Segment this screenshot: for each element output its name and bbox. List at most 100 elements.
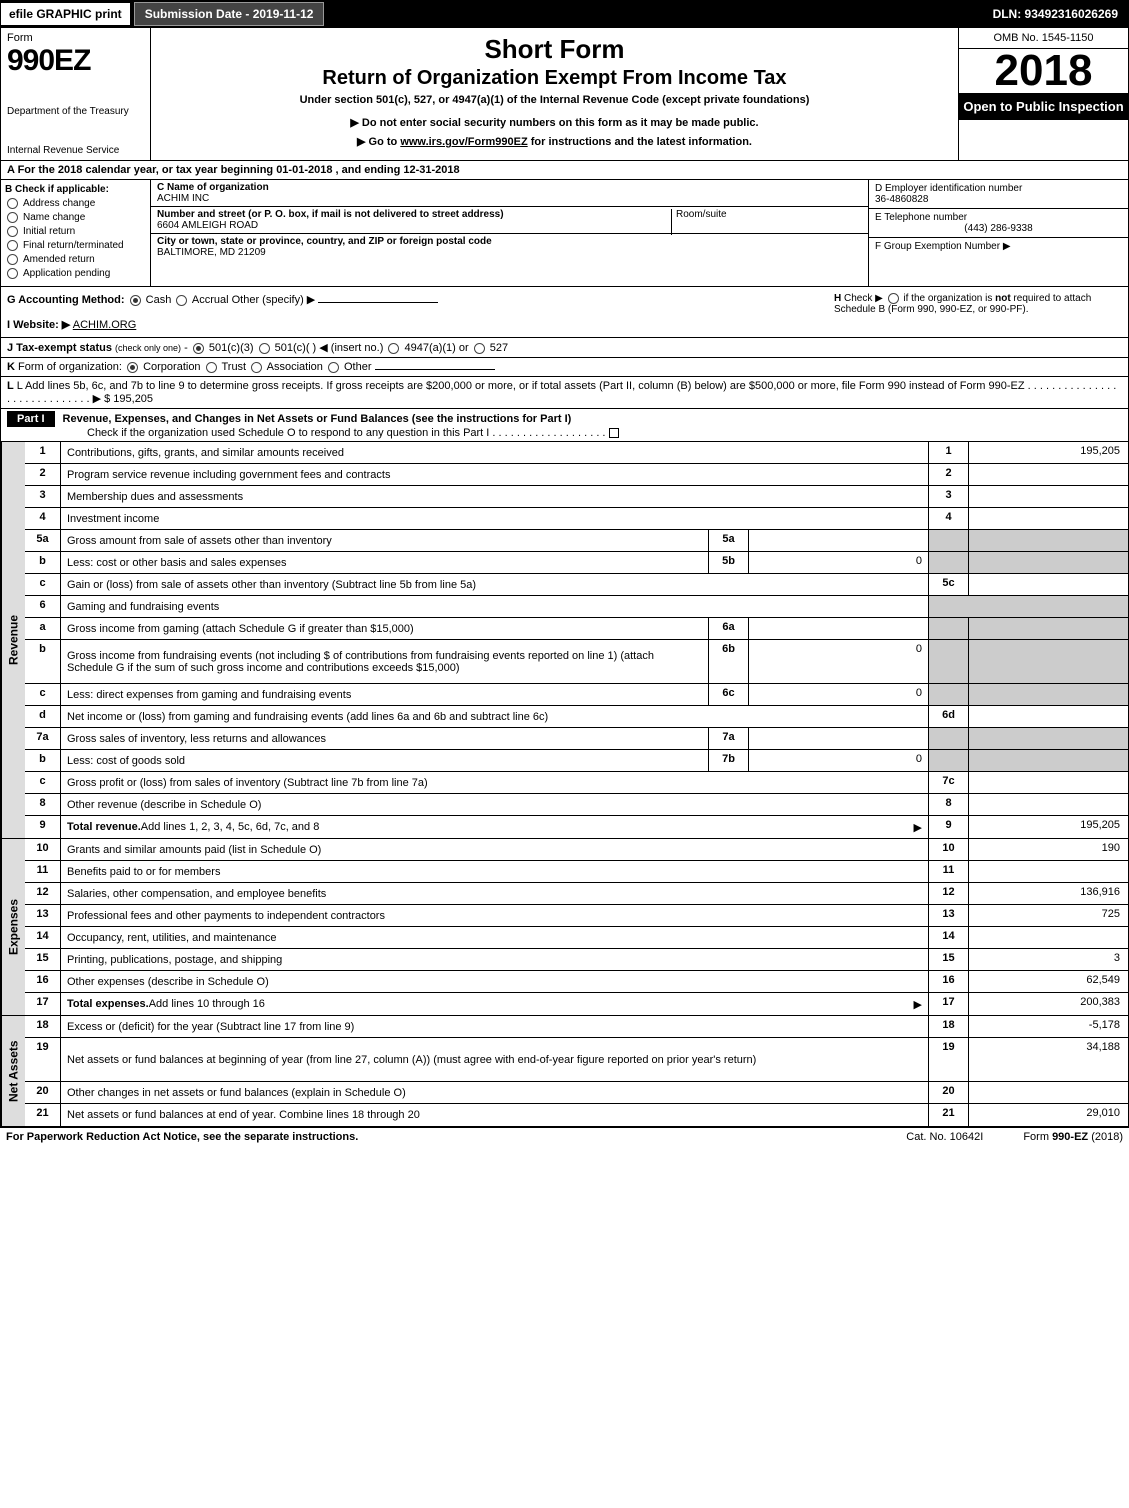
title-under-section: Under section 501(c), 527, or 4947(a)(1)… — [161, 94, 948, 106]
chk-application-pending[interactable]: Application pending — [5, 268, 146, 279]
radio-corp[interactable] — [127, 362, 138, 373]
d-label: D Employer identification number — [875, 183, 1022, 194]
chk-amended[interactable]: Amended return — [5, 254, 146, 265]
chk-initial-return[interactable]: Initial return — [5, 226, 146, 237]
line-11: 11Benefits paid to or for members11 — [25, 861, 1128, 883]
line-2: 2Program service revenue including gover… — [25, 464, 1128, 486]
tax-year: 2018 — [959, 49, 1128, 93]
line-num: a — [25, 618, 61, 639]
line-14: 14Occupancy, rent, utilities, and mainte… — [25, 927, 1128, 949]
right-num: 15 — [928, 949, 968, 970]
sub-value — [748, 728, 928, 749]
radio-assoc[interactable] — [251, 362, 262, 373]
line-value: 34,188 — [968, 1038, 1128, 1081]
line-num: 4 — [25, 508, 61, 529]
line-desc: Gross sales of inventory, less returns a… — [61, 728, 708, 749]
org-name: ACHIM INC — [157, 193, 209, 204]
phone-value: (443) 286-9338 — [875, 223, 1122, 234]
ein-cell: D Employer identification number 36-4860… — [869, 180, 1128, 209]
radio-501c[interactable] — [259, 343, 270, 354]
header-left: Form 990EZ Department of the Treasury In… — [1, 28, 151, 160]
row-k: K Form of organization: Corporation Trus… — [0, 358, 1129, 377]
radio-trust[interactable] — [206, 362, 217, 373]
radio-527[interactable] — [474, 343, 485, 354]
line-value — [968, 861, 1128, 882]
rnum-grey — [928, 618, 968, 639]
line-value: 195,205 — [968, 816, 1128, 838]
phone-cell: E Telephone number (443) 286-9338 — [869, 209, 1128, 238]
line-5a: 5aGross amount from sale of assets other… — [25, 530, 1128, 552]
page-footer: For Paperwork Reduction Act Notice, see … — [0, 1127, 1129, 1146]
line-20: 20Other changes in net assets or fund ba… — [25, 1082, 1128, 1104]
right-num: 4 — [928, 508, 968, 529]
schedule-o-checkbox[interactable] — [609, 428, 619, 438]
line-num: 13 — [25, 905, 61, 926]
header-center: Short Form Return of Organization Exempt… — [151, 28, 958, 160]
side-revenue: Revenue — [1, 442, 25, 838]
radio-cash[interactable] — [130, 295, 141, 306]
line-num: b — [25, 640, 61, 683]
right-num: 1 — [928, 442, 968, 463]
line-desc: Gross income from fundraising events (no… — [61, 640, 708, 683]
line-desc: Gross profit or (loss) from sales of inv… — [61, 772, 928, 793]
room-label: Room/suite — [671, 209, 727, 235]
footer-center: Cat. No. 10642I — [906, 1131, 983, 1143]
line-num: b — [25, 750, 61, 771]
line-desc: Other revenue (describe in Schedule O) — [61, 794, 928, 815]
info-block: B Check if applicable: Address change Na… — [0, 180, 1129, 287]
line-num: 15 — [25, 949, 61, 970]
right-num: 6d — [928, 706, 968, 727]
radio-501c3[interactable] — [193, 343, 204, 354]
part1-title: Revenue, Expenses, and Changes in Net As… — [63, 413, 572, 425]
submission-date: Submission Date - 2019-11-12 — [134, 2, 325, 26]
line-4: 4Investment income4 — [25, 508, 1128, 530]
line-value: 200,383 — [968, 993, 1128, 1015]
rnum-grey — [928, 596, 1128, 617]
line-desc: Professional fees and other payments to … — [61, 905, 928, 926]
chk-final-return[interactable]: Final return/terminated — [5, 240, 146, 251]
radio-other-org[interactable] — [328, 362, 339, 373]
line-a: aGross income from gaming (attach Schedu… — [25, 618, 1128, 640]
line-value: 29,010 — [968, 1104, 1128, 1126]
form-header: Form 990EZ Department of the Treasury In… — [0, 28, 1129, 161]
line-b: bLess: cost or other basis and sales exp… — [25, 552, 1128, 574]
line-19: 19Net assets or fund balances at beginni… — [25, 1038, 1128, 1082]
rnum-grey — [928, 552, 968, 573]
title-go-to: ▶ Go to www.irs.gov/Form990EZ for instru… — [161, 135, 948, 148]
g-label: G Accounting Method: — [7, 294, 125, 306]
line-value: 62,549 — [968, 971, 1128, 992]
chk-address-change[interactable]: Address change — [5, 198, 146, 209]
city-label: City or town, state or province, country… — [157, 236, 492, 247]
radio-accrual[interactable] — [176, 295, 187, 306]
dln: DLN: 93492316026269 — [983, 3, 1128, 25]
part1-label: Part I — [7, 411, 55, 427]
sub-label: 6c — [708, 684, 748, 705]
line-d: dNet income or (loss) from gaming and fu… — [25, 706, 1128, 728]
chk-name-change[interactable]: Name change — [5, 212, 146, 223]
sub-value: 0 — [748, 552, 928, 573]
line-value — [968, 706, 1128, 727]
box-def: D Employer identification number 36-4860… — [868, 180, 1128, 286]
line-num: 5a — [25, 530, 61, 551]
title-no-ssn: ▶ Do not enter social security numbers o… — [161, 116, 948, 129]
radio-4947[interactable] — [388, 343, 399, 354]
line-num: c — [25, 684, 61, 705]
side-netassets: Net Assets — [1, 1016, 25, 1126]
line-6: 6Gaming and fundraising events — [25, 596, 1128, 618]
line-desc: Total revenue. Add lines 1, 2, 3, 4, 5c,… — [61, 816, 928, 838]
val-grey — [968, 750, 1128, 771]
line-b: bLess: cost of goods sold7b0 — [25, 750, 1128, 772]
address-value: 6604 AMLEIGH ROAD — [157, 220, 258, 231]
line-num: 8 — [25, 794, 61, 815]
line-num: 14 — [25, 927, 61, 948]
e-label: E Telephone number — [875, 212, 967, 223]
rnum-grey — [928, 530, 968, 551]
radio-h[interactable] — [888, 293, 899, 304]
sub-value: 0 — [748, 640, 928, 683]
line-15: 15Printing, publications, postage, and s… — [25, 949, 1128, 971]
line-num: 11 — [25, 861, 61, 882]
line-desc: Total expenses. Add lines 10 through 16 … — [61, 993, 928, 1015]
line-value: 190 — [968, 839, 1128, 860]
line-b: bGross income from fundraising events (n… — [25, 640, 1128, 684]
line-value: 725 — [968, 905, 1128, 926]
